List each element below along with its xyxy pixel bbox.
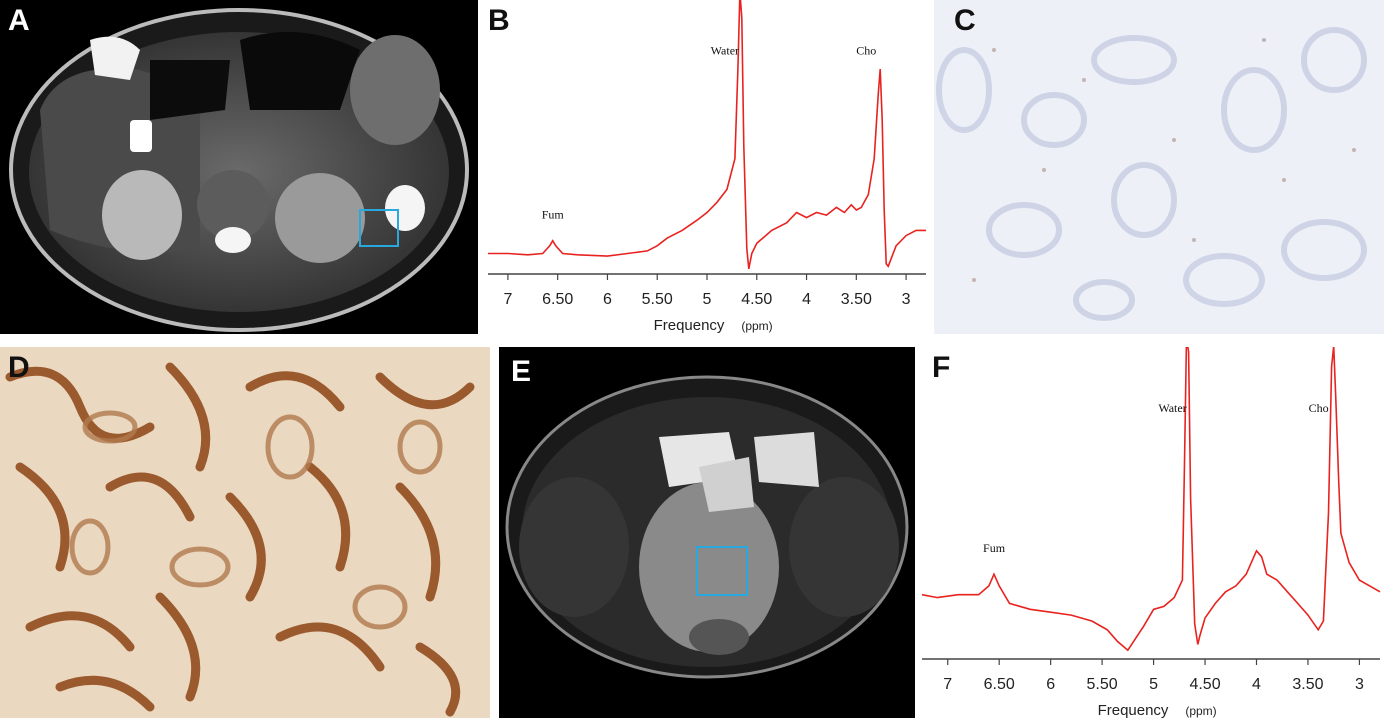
x-tick-label: 4: [1252, 676, 1261, 693]
peak-label-fum: Fum: [983, 541, 1006, 555]
roi-box: [696, 546, 748, 596]
roi-box: [359, 209, 399, 247]
panel-label-d: D: [8, 351, 30, 384]
panel-label-a: A: [8, 4, 30, 37]
x-tick-label: 4: [802, 291, 811, 308]
x-tick-label: 6: [1046, 676, 1055, 693]
panel-d-ihc-positive: D: [0, 347, 490, 718]
x-tick-label: 5.50: [642, 291, 673, 308]
panel-a-mri: A: [0, 0, 478, 334]
abdominal-mri-image: [9, 8, 469, 332]
spectrum-line: [488, 0, 926, 270]
peak-label-water: Water: [711, 44, 739, 58]
x-tick-label: 7: [503, 291, 512, 308]
panel-c-ihc-negative: C: [934, 0, 1384, 334]
x-tick-label: 3.50: [841, 291, 872, 308]
x-tick-label: 5.50: [1087, 676, 1118, 693]
panel-label-c: C: [954, 4, 976, 37]
x-axis-label: Frequency: [1098, 702, 1169, 718]
panel-label-b: B: [488, 4, 510, 37]
peak-label-cho: Cho: [1309, 401, 1329, 415]
panel-label-f: F: [932, 351, 951, 384]
x-tick-label: 4.50: [1189, 676, 1220, 693]
ihc-negative-image: [934, 0, 1384, 334]
x-tick-label: 5: [1149, 676, 1158, 693]
x-tick-label: 6: [603, 291, 612, 308]
x-tick-label: 7: [943, 676, 952, 693]
panel-b-spectrum: 7 6.50 6 5.50 5 4.50 4 3.50 3 Frequency (ppm) Fum Wa…: [480, 0, 932, 340]
spectrum-line: [921, 347, 1381, 652]
peak-label-water: Water: [1158, 401, 1186, 415]
ihc-positive-image: [0, 347, 490, 718]
x-tick-label: 6.50: [542, 291, 573, 308]
x-axis-unit: (ppm): [741, 319, 772, 333]
peak-label-cho: Cho: [856, 44, 876, 58]
pelvic-mri-image: [505, 375, 909, 679]
panel-label-e: E: [511, 355, 532, 388]
spectrum-chart-b: 7 6.50 6 5.50 5 4.50 4 3.50 3 Frequency (ppm) Fum Wa…: [488, 0, 926, 334]
x-tick-label: 3: [1355, 676, 1364, 693]
spectrum-chart-f: 7 6.50 6 5.50 5 4.50 4 3.50 3 Frequency (ppm) Fum Wa…: [921, 347, 1381, 718]
x-axis-unit: (ppm): [1185, 704, 1216, 718]
panel-e-mri: E: [499, 347, 915, 718]
peak-label-fum: Fum: [542, 208, 565, 222]
x-tick-label: 3: [902, 291, 911, 308]
x-tick-label: 6.50: [984, 676, 1015, 693]
x-tick-label: 3.50: [1292, 676, 1323, 693]
x-tick-label: 5: [703, 291, 712, 308]
panel-f-spectrum: 7 6.50 6 5.50 5 4.50 4 3.50 3 Frequency (ppm) Fum Wa…: [918, 347, 1384, 718]
x-axis-label: Frequency: [654, 317, 725, 334]
x-tick-label: 4.50: [741, 291, 772, 308]
